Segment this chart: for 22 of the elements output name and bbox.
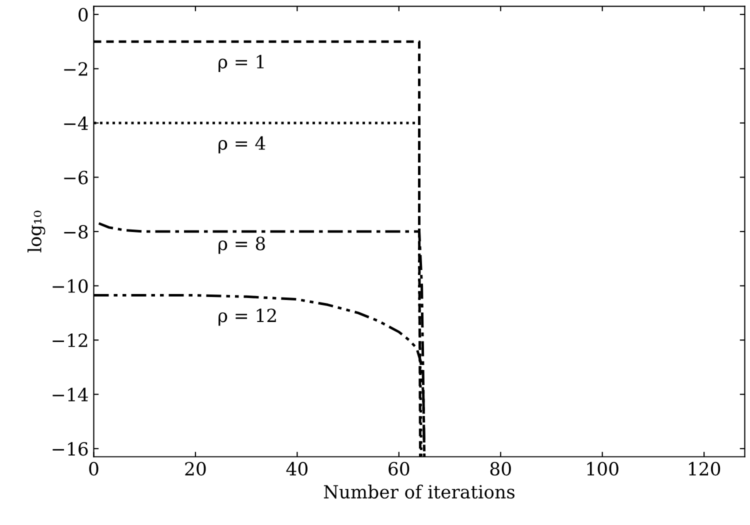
x-tick-label: 80 [490,462,511,476]
y-tick-label: −16 [52,442,88,456]
y-tick-label: 0 [78,8,88,22]
x-tick-label: 0 [89,462,98,476]
x-axis-title: Number of iterations [324,484,515,499]
x-tick-label: 60 [388,462,410,476]
series-label: ρ = 4 [218,136,266,154]
series-label: ρ = 12 [218,308,276,326]
x-tick-label: 20 [185,462,206,476]
y-tick-label: −12 [52,334,88,347]
y-axis-title: log₁₀ [27,210,46,252]
y-tick-label: −8 [64,224,88,239]
y-tick-label: −2 [64,62,88,76]
series-label: ρ = 8 [218,236,265,254]
x-tick-label: 40 [286,462,308,476]
y-tick-label: −14 [52,388,88,402]
y-tick-label: −6 [64,170,88,184]
x-tick-label: 100 [587,462,618,476]
series-label: ρ = 1 [218,54,264,72]
x-tick-label: 120 [689,462,720,476]
y-tick-label: −10 [52,279,88,293]
y-tick-label: −4 [64,116,88,130]
